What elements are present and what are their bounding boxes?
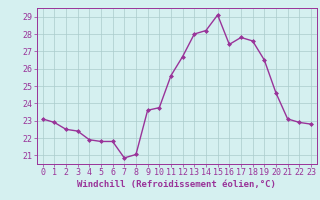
X-axis label: Windchill (Refroidissement éolien,°C): Windchill (Refroidissement éolien,°C) — [77, 180, 276, 189]
